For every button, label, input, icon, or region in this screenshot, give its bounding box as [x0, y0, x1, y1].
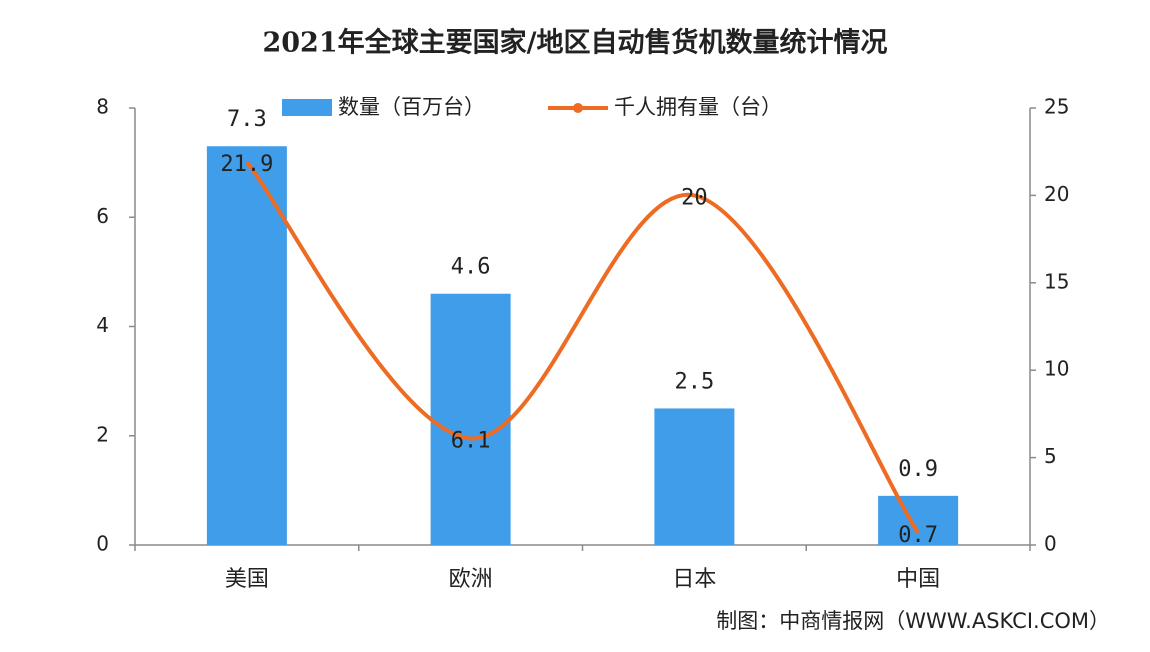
- line-value-label: 6.1: [451, 428, 491, 453]
- bar-value-label: 2.5: [675, 369, 715, 394]
- legend-swatch: [282, 99, 332, 116]
- line-value-label: 20: [681, 185, 708, 210]
- y2-tick-label: 20: [1044, 182, 1069, 206]
- y2-tick-label: 15: [1044, 269, 1069, 293]
- line-value-label: 0.7: [898, 523, 938, 548]
- y2-tick-label: 0: [1044, 532, 1057, 556]
- y2-tick-label: 25: [1044, 95, 1069, 119]
- y2-tick-label: 5: [1044, 444, 1057, 468]
- x-tick-label: 日本: [672, 567, 716, 592]
- legend-label: 千人拥有量（台）: [614, 95, 782, 119]
- y-tick-label: 4: [96, 313, 109, 337]
- y-tick-label: 6: [96, 204, 109, 228]
- y-tick-label: 8: [96, 95, 109, 119]
- bar-value-label: 0.9: [898, 457, 938, 482]
- bar: [878, 495, 959, 545]
- bar-value-label: 4.6: [451, 255, 491, 280]
- x-tick-label: 欧洲: [449, 567, 493, 592]
- legend-swatch: [573, 103, 583, 113]
- y-tick-label: 2: [96, 422, 109, 446]
- bar-value-label: 7.3: [227, 107, 267, 132]
- bar: [654, 408, 735, 545]
- y2-tick-label: 10: [1044, 357, 1069, 381]
- x-tick-label: 中国: [896, 567, 940, 592]
- x-tick-label: 美国: [225, 567, 269, 592]
- chart-title: 2021年全球主要国家/地区自动售货机数量统计情况: [262, 27, 887, 59]
- bar: [430, 293, 511, 545]
- legend-label: 数量（百万台）: [338, 95, 485, 119]
- bar: [206, 146, 287, 546]
- y-tick-label: 0: [96, 532, 109, 556]
- line: [245, 160, 920, 534]
- source-note: 制图：中商情报网（WWW.ASKCI.COM）: [716, 609, 1110, 633]
- line-value-label: 21.9: [220, 152, 273, 177]
